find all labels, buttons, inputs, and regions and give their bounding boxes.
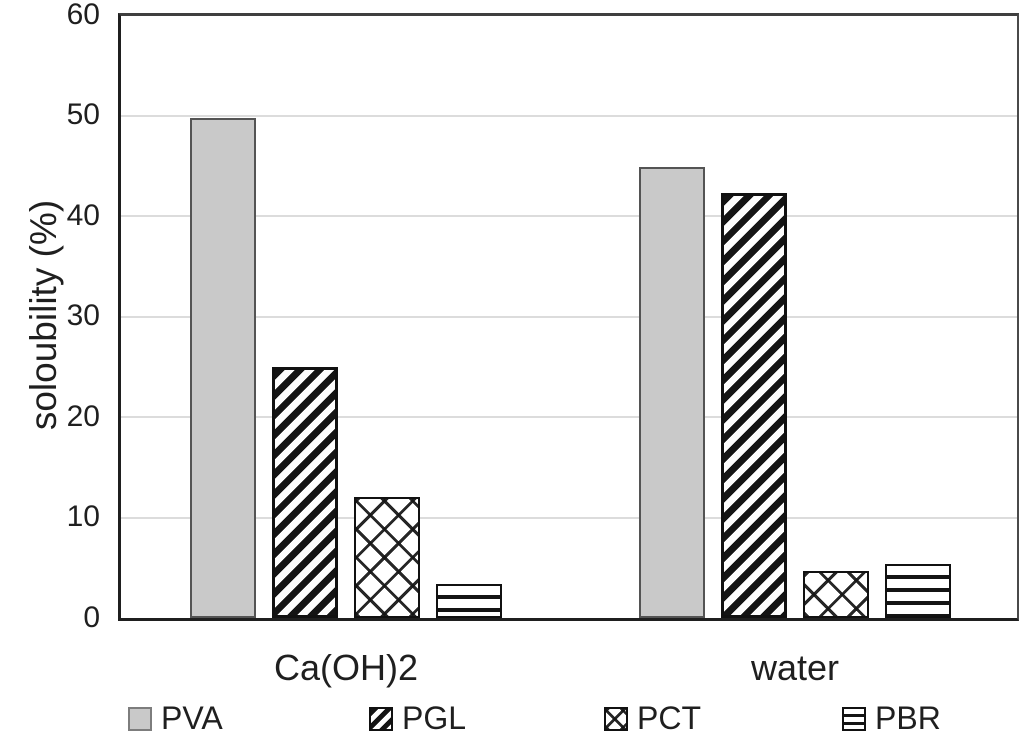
y-tick-label-20: 20 (66, 399, 100, 433)
legend-label-PGL: PGL (402, 700, 467, 736)
x-category-label-caoh2: Ca(OH)2 (273, 647, 419, 688)
legend-swatch-PCT (604, 706, 628, 731)
y-tick-label-30: 30 (66, 299, 100, 332)
legend-item-PVA: PVA (128, 698, 223, 739)
y-tick-label-10: 10 (66, 500, 100, 533)
legend-label-PVA: PVA (161, 700, 223, 736)
bar-PBR-water (885, 564, 951, 618)
legend-item-PBR: PBR (842, 698, 941, 739)
bar-PBR-Ca(OH)2 (436, 584, 502, 618)
bar-PVA-water (639, 167, 705, 618)
bar-PGL-Ca(OH)2 (272, 367, 338, 618)
plot-area (118, 13, 1019, 621)
legend-swatch-PGL (369, 706, 393, 731)
y-tick-label-0: 0 (83, 600, 100, 634)
bar-PCT-Ca(OH)2 (354, 497, 420, 618)
legend-item-PCT: PCT (604, 698, 701, 739)
gridline-40 (121, 215, 1017, 217)
y-tick-label-50: 50 (66, 98, 100, 131)
bar-PVA-Ca(OH)2 (190, 118, 256, 618)
legend-swatch-PBR (842, 706, 866, 731)
legend-label-PCT: PCT (637, 700, 701, 736)
legend-item-PGL: PGL (369, 698, 466, 739)
gridline-10 (121, 516, 1017, 519)
y-tick-label-60: 60 (66, 0, 100, 31)
x-category-label-water: water (750, 647, 840, 688)
y-tick-label-40: 40 (66, 198, 100, 232)
bar-PCT-water (803, 571, 869, 618)
legend-label-PBR: PBR (875, 700, 941, 736)
gridline-20 (121, 416, 1017, 418)
gridline-30 (121, 315, 1017, 318)
bar-PGL-water (721, 193, 787, 618)
gridline-50 (121, 114, 1017, 117)
chart-legend: PVA PGL PCT PBR (0, 698, 1021, 739)
legend-swatch-PVA (128, 706, 152, 731)
